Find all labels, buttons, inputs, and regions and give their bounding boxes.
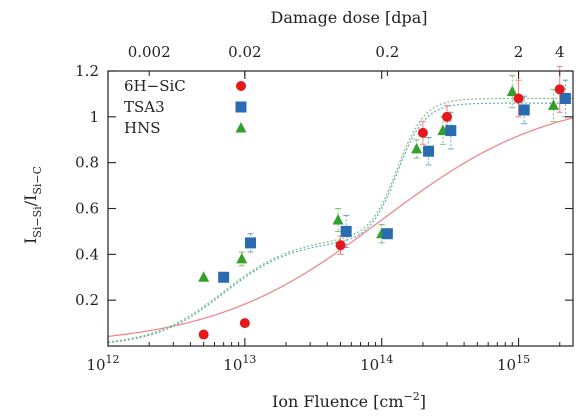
x-tick-label-base: 10 xyxy=(360,356,379,374)
x-tick-label-exp: 12 xyxy=(106,353,120,366)
y-tick-label: 0.6 xyxy=(75,200,99,218)
x-tick-label: 1012 xyxy=(86,353,119,374)
point-triangle xyxy=(411,142,423,154)
point-circle xyxy=(513,93,524,104)
y-tick-label: 1 xyxy=(89,108,99,126)
data-markers xyxy=(198,84,571,340)
y-axis-title-sub1: Si−Si xyxy=(31,206,44,238)
point-square xyxy=(445,125,457,137)
x-tick-label: 1013 xyxy=(223,353,256,374)
point-circle xyxy=(441,111,452,122)
x-tick-label-exp: 15 xyxy=(516,353,530,366)
x2-tick-label: 0.2 xyxy=(375,43,399,61)
point-circle xyxy=(335,240,346,251)
y-axis-title-sep: /I xyxy=(21,195,40,207)
legend-marker-circle xyxy=(236,81,246,91)
point-circle xyxy=(417,127,428,138)
legend: 6H−SiC TSA3 HNS xyxy=(124,77,247,137)
y-axis-title: ISi−Si/ISi−C xyxy=(21,166,44,244)
x-axis-title-main: Ion Fluence [cm xyxy=(272,392,404,411)
x-axis-title-sup: −2 xyxy=(404,390,420,403)
point-circle xyxy=(198,329,209,340)
x-tick-label-base: 10 xyxy=(223,356,242,374)
point-square xyxy=(381,228,393,240)
y-axis-title-base: I xyxy=(21,238,40,244)
legend-label: 6H−SiC xyxy=(124,77,186,95)
x2-tick-label: 0.002 xyxy=(128,43,171,61)
x-tick-label-base: 10 xyxy=(497,356,516,374)
point-square xyxy=(559,93,571,104)
y-axis-title-sub2: Si−C xyxy=(31,166,44,195)
x2-tick-label: 2 xyxy=(514,43,524,61)
x-tick-label-exp: 13 xyxy=(242,353,256,366)
point-triangle xyxy=(236,252,248,264)
point-triangle xyxy=(506,85,518,97)
legend-marker-triangle xyxy=(235,122,247,133)
legend-marker-square xyxy=(235,101,247,113)
point-square xyxy=(340,225,352,237)
top-axis-title: Damage dose [dpa] xyxy=(270,8,427,27)
legend-label: HNS xyxy=(124,119,160,137)
x2-tick-label: 4 xyxy=(555,43,565,61)
x-tick-label-base: 10 xyxy=(86,356,105,374)
fit-curve-2 xyxy=(107,97,573,343)
x-axis-title-end: ] xyxy=(420,392,426,411)
y-tick-label: 0.4 xyxy=(75,245,99,263)
point-square xyxy=(518,104,530,116)
point-triangle xyxy=(332,213,344,225)
point-square xyxy=(423,145,435,157)
point-square xyxy=(245,237,257,249)
legend-label: TSA3 xyxy=(124,98,165,116)
point-triangle xyxy=(198,271,210,282)
point-circle xyxy=(554,84,565,95)
fit-curve-0 xyxy=(107,117,574,337)
point-square xyxy=(218,271,230,283)
x-tick-label-exp: 14 xyxy=(379,353,393,366)
point-circle xyxy=(239,318,250,329)
x-tick-label: 1014 xyxy=(360,353,393,374)
x-tick-label: 1015 xyxy=(497,353,530,374)
y-tick-label: 0.8 xyxy=(75,154,99,172)
x-axis-title: Ion Fluence [cm−2] xyxy=(272,390,426,411)
y-tick-label: 1.2 xyxy=(75,62,99,80)
y-tick-label: 0.2 xyxy=(75,291,99,309)
point-triangle xyxy=(547,99,559,110)
x2-tick-label: 0.02 xyxy=(228,43,261,61)
